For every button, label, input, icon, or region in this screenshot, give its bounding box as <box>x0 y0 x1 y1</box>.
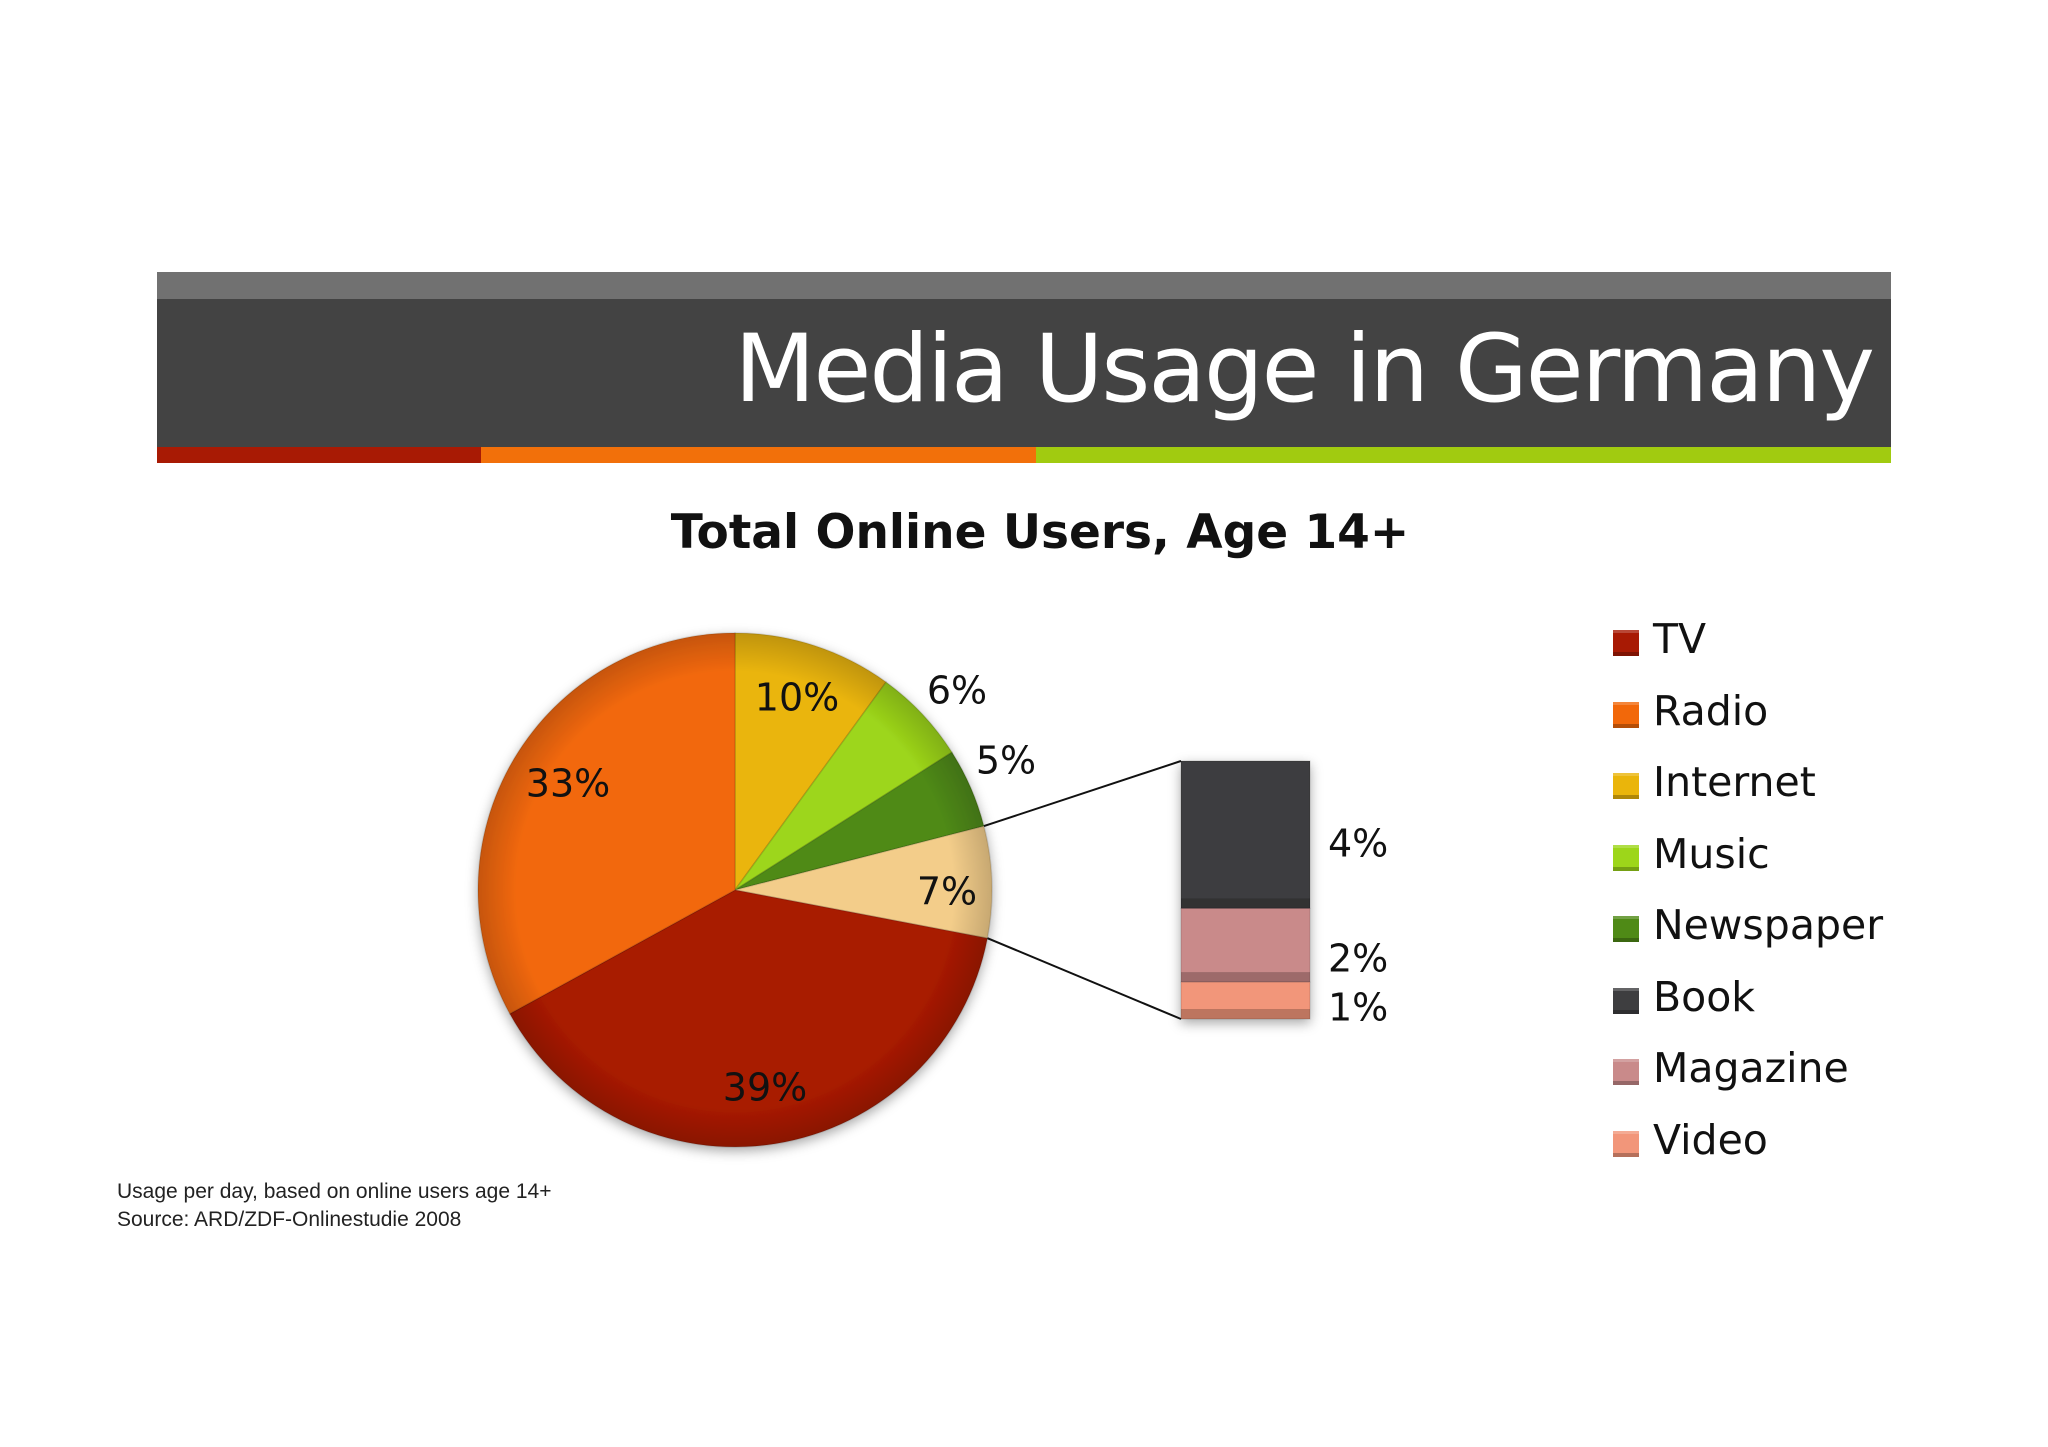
legend-swatch-internet <box>1613 773 1639 799</box>
legend-swatch-video <box>1613 1130 1639 1157</box>
footnote-usage-line: Usage per day, based on online users age… <box>117 1180 552 1203</box>
breakout-segment-magazine <box>1180 907 1311 983</box>
legend-label: Magazine <box>1653 1044 1849 1092</box>
chart-title: Total Online Users, Age 14+ <box>670 505 1410 560</box>
breakout-bar <box>1180 760 1311 1020</box>
footnote: Usage per day, based on online users age… <box>117 1178 552 1234</box>
legend-label: Video <box>1653 1115 1768 1164</box>
title-banner: Media Usage in Germany <box>157 272 1891 463</box>
legend-label: Book <box>1653 972 1756 1021</box>
title-banner-top-band <box>157 272 1891 299</box>
breakout-bevel-magazine <box>1181 972 1310 983</box>
legend-label: Music <box>1653 829 1770 878</box>
legend-label: Internet <box>1653 758 1816 806</box>
legend-swatch-book <box>1613 987 1639 1014</box>
data-label-radio: 33% <box>526 762 610 806</box>
data-label-other: 7% <box>917 870 977 914</box>
breakout-bevel-book <box>1181 898 1310 909</box>
legend-label: Newspaper <box>1653 901 1884 949</box>
breakout-label-magazine: 2% <box>1328 937 1388 981</box>
data-label-tv: 39% <box>723 1066 807 1110</box>
footnote-source-line: Source: ARD/ZDF-Onlinestudie 2008 <box>117 1208 462 1231</box>
accent-stripe-green <box>1036 447 1891 463</box>
breakout-label-book: 4% <box>1328 822 1388 866</box>
title-banner-main: Media Usage in Germany <box>157 299 1891 447</box>
connector-line-bottom <box>987 937 1182 1020</box>
data-label-newspaper: 5% <box>976 739 1036 783</box>
accent-stripe-orange <box>481 447 1036 463</box>
legend-swatch-radio <box>1613 701 1639 728</box>
legend-swatch-tv <box>1613 630 1639 656</box>
connector-line-top <box>983 760 1182 828</box>
accent-stripe-red <box>157 447 481 463</box>
legend-swatch-magazine <box>1613 1059 1639 1085</box>
legend-label: Radio <box>1653 686 1769 735</box>
data-label-internet: 10% <box>755 676 839 720</box>
legend-swatch-newspaper <box>1613 916 1639 942</box>
legend-swatch-music <box>1613 844 1639 871</box>
pie-group <box>477 632 993 1148</box>
pie-rim-shade <box>478 633 992 1147</box>
slide-title: Media Usage in Germany <box>734 315 1875 424</box>
data-label-music: 6% <box>927 669 987 713</box>
breakout-segment-book <box>1180 760 1311 909</box>
legend-label: TV <box>1653 615 1707 663</box>
breakout-bevel-video <box>1181 1009 1310 1019</box>
breakout-label-video: 1% <box>1328 986 1388 1030</box>
